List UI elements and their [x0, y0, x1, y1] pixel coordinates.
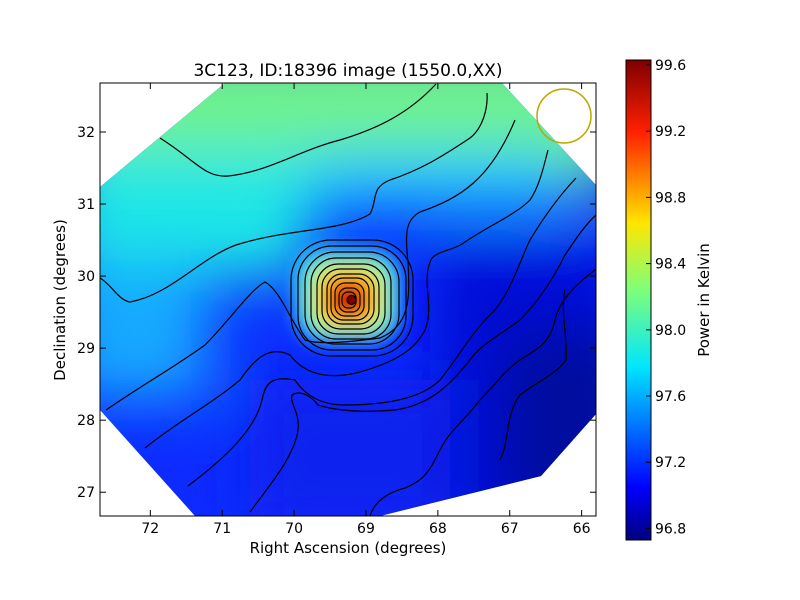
contour-line — [249, 214, 597, 513]
x-tick-label: 71 — [213, 521, 231, 537]
x-tick-label: 70 — [285, 521, 303, 537]
y-axis-ticks: 27 28 29 30 31 32 — [77, 125, 596, 501]
contour-line — [338, 287, 361, 313]
colorbar-tick-label: 99.6 — [655, 58, 686, 74]
contour-lines — [99, 83, 597, 517]
x-axis-label: Right Ascension (degrees) — [250, 539, 447, 557]
x-tick-label: 66 — [573, 521, 591, 537]
contour-line — [330, 277, 370, 321]
y-tick-label: 32 — [77, 125, 95, 141]
colorbar-tick-label: 96.8 — [655, 521, 686, 537]
contour-line — [187, 177, 577, 487]
beam-marker — [536, 88, 592, 144]
chart-title: 3C123, ID:18396 image (1550.0,XX) — [193, 61, 502, 81]
colorbar-gradient — [625, 59, 652, 541]
colorbar-tick-label: 98.8 — [655, 190, 686, 206]
colorbar-tick-label: 97.2 — [655, 455, 686, 471]
contour-line — [310, 257, 392, 340]
y-axis-label: Declination (degrees) — [51, 219, 69, 381]
y-tick-label: 31 — [77, 197, 95, 213]
x-axis-ticks: 72 71 70 69 68 67 66 — [141, 83, 591, 537]
contour-line — [321, 268, 380, 330]
contour-line — [369, 269, 596, 517]
contour-line — [99, 92, 488, 303]
y-tick-label: 30 — [77, 269, 95, 285]
colorbar-tick-label: 99.2 — [655, 124, 686, 140]
x-tick-label: 72 — [141, 521, 159, 537]
contour-line — [326, 273, 375, 325]
colorbar-ticks: 96.8 97.2 97.6 98.0 98.4 98.8 99.2 99.6 — [646, 58, 686, 537]
contour-line — [334, 282, 365, 317]
peak-marker — [346, 294, 357, 305]
colorbar-tick-label: 97.6 — [655, 389, 686, 405]
y-tick-label: 28 — [77, 413, 95, 429]
contour-line — [304, 251, 400, 345]
contour-line — [297, 245, 407, 351]
contour-line — [144, 149, 549, 449]
x-tick-label: 68 — [429, 521, 447, 537]
y-tick-label: 29 — [77, 341, 95, 357]
x-tick-label: 69 — [357, 521, 375, 537]
contour-line — [105, 119, 516, 411]
colorbar-tick-label: 98.0 — [655, 323, 686, 339]
contour-line — [499, 289, 567, 461]
y-tick-label: 27 — [77, 485, 95, 501]
x-tick-label: 67 — [501, 521, 519, 537]
colorbar: 96.8 97.2 97.6 98.0 98.4 98.8 99.2 99.6 Power i… — [625, 58, 713, 541]
colorbar-tick-label: 98.4 — [655, 257, 686, 273]
contour-line — [290, 239, 414, 357]
contour-line — [316, 263, 386, 335]
contour-line — [159, 83, 437, 177]
colorbar-label: Power in Kelvin — [695, 243, 713, 357]
plot-frame — [99, 82, 597, 517]
